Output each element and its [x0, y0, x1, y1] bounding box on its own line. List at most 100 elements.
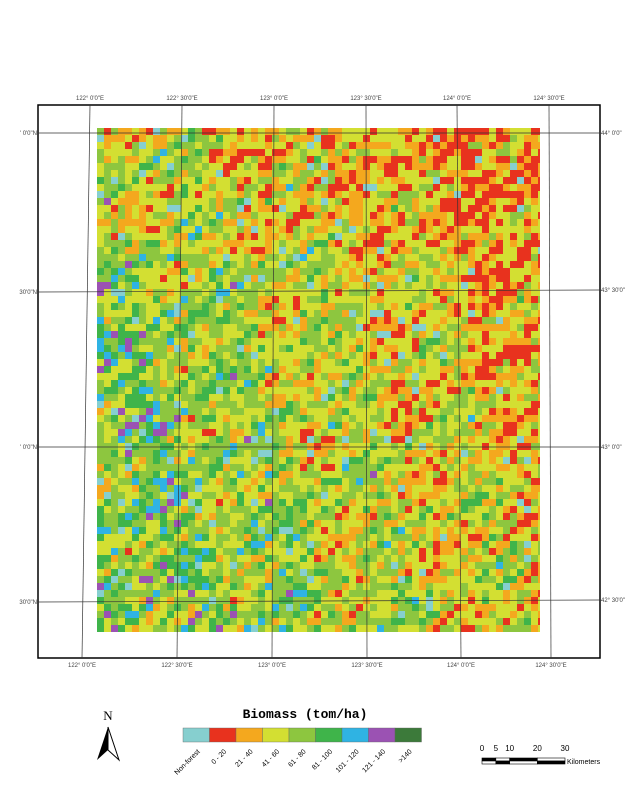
raster-cell	[251, 303, 258, 310]
raster-cell	[209, 135, 216, 142]
raster-cell	[398, 345, 405, 352]
raster-cell	[524, 583, 531, 590]
raster-cell	[524, 303, 531, 310]
raster-cell	[167, 499, 174, 506]
raster-cell	[349, 436, 356, 443]
raster-cell	[412, 282, 419, 289]
raster-cell	[132, 212, 139, 219]
raster-cell	[188, 366, 195, 373]
raster-cell	[391, 513, 398, 520]
raster-cell	[468, 135, 475, 142]
raster-cell	[286, 625, 293, 632]
raster-cell	[160, 212, 167, 219]
raster-cell	[496, 142, 503, 149]
raster-cell	[405, 331, 412, 338]
raster-cell	[279, 247, 286, 254]
raster-cell	[461, 373, 468, 380]
raster-cell	[412, 555, 419, 562]
raster-cell	[258, 254, 265, 261]
raster-cell	[181, 422, 188, 429]
raster-cell	[244, 380, 251, 387]
raster-cell	[174, 275, 181, 282]
raster-cell	[132, 576, 139, 583]
raster-cell	[181, 198, 188, 205]
raster-cell	[160, 429, 167, 436]
raster-cell	[405, 324, 412, 331]
raster-cell	[188, 506, 195, 513]
raster-cell	[482, 478, 489, 485]
raster-cell	[419, 233, 426, 240]
raster-cell	[265, 520, 272, 527]
raster-cell	[174, 415, 181, 422]
raster-cell	[244, 233, 251, 240]
raster-cell	[482, 401, 489, 408]
raster-cell	[307, 499, 314, 506]
raster-cell	[405, 457, 412, 464]
raster-cell	[139, 359, 146, 366]
raster-cell	[181, 527, 188, 534]
raster-cell	[454, 324, 461, 331]
raster-cell	[531, 520, 538, 527]
raster-cell	[475, 464, 482, 471]
raster-cell	[202, 590, 209, 597]
raster-cell	[433, 492, 440, 499]
raster-cell	[104, 226, 111, 233]
raster-cell	[489, 366, 496, 373]
raster-cell	[489, 184, 496, 191]
raster-cell	[419, 373, 426, 380]
raster-cell	[419, 331, 426, 338]
raster-cell	[111, 569, 118, 576]
raster-cell	[440, 240, 447, 247]
raster-cell	[321, 436, 328, 443]
raster-cell	[440, 443, 447, 450]
raster-cell	[398, 513, 405, 520]
raster-cell	[489, 275, 496, 282]
raster-cell	[524, 401, 531, 408]
raster-cell	[405, 394, 412, 401]
raster-cell	[482, 590, 489, 597]
raster-cell	[356, 562, 363, 569]
raster-cell	[104, 429, 111, 436]
raster-cell	[496, 324, 503, 331]
raster-cell	[258, 240, 265, 247]
raster-cell	[118, 485, 125, 492]
raster-cell	[342, 436, 349, 443]
raster-cell	[307, 226, 314, 233]
raster-cell	[328, 555, 335, 562]
raster-cell	[461, 590, 468, 597]
raster-cell	[223, 478, 230, 485]
raster-cell	[482, 317, 489, 324]
raster-cell	[391, 443, 398, 450]
raster-cell	[181, 247, 188, 254]
raster-cell	[237, 562, 244, 569]
raster-cell	[377, 513, 384, 520]
raster-cell	[230, 331, 237, 338]
raster-cell	[440, 373, 447, 380]
raster-cell	[356, 576, 363, 583]
raster-cell	[244, 170, 251, 177]
raster-cell	[300, 345, 307, 352]
raster-cell	[251, 149, 258, 156]
raster-cell	[139, 408, 146, 415]
raster-cell	[293, 310, 300, 317]
raster-cell	[160, 345, 167, 352]
raster-cell	[307, 520, 314, 527]
raster-cell	[370, 569, 377, 576]
raster-cell	[258, 191, 265, 198]
raster-cell	[475, 156, 482, 163]
raster-cell	[97, 324, 104, 331]
raster-cell	[419, 478, 426, 485]
raster-cell	[251, 261, 258, 268]
raster-cell	[426, 303, 433, 310]
raster-cell	[433, 422, 440, 429]
raster-cell	[307, 317, 314, 324]
raster-cell	[342, 191, 349, 198]
raster-cell	[384, 492, 391, 499]
raster-cell	[293, 233, 300, 240]
raster-cell	[447, 590, 454, 597]
raster-cell	[279, 303, 286, 310]
raster-cell	[510, 275, 517, 282]
raster-cell	[153, 142, 160, 149]
raster-cell	[461, 520, 468, 527]
raster-cell	[202, 142, 209, 149]
